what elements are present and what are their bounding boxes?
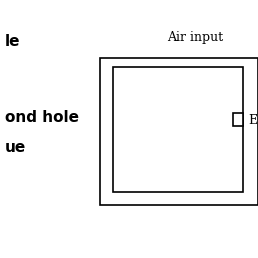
Text: E: E (248, 114, 257, 126)
Bar (113, 67, 243, 192)
Text: ue: ue (5, 141, 26, 156)
Text: ond hole: ond hole (5, 110, 79, 125)
Text: le: le (5, 35, 20, 50)
Bar (100, 58, 258, 205)
Text: Air input: Air input (167, 31, 223, 44)
Bar (233, 113, 243, 126)
